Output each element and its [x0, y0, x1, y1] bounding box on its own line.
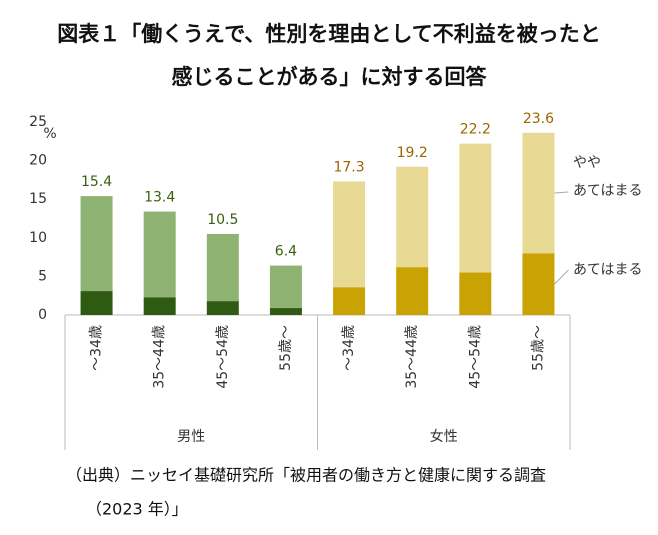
y-tick-label: 15	[29, 191, 47, 207]
legend-label: あてはまる	[573, 262, 642, 278]
x-tick-label: 55歳〜	[530, 325, 546, 371]
y-tick-label: 25	[29, 114, 47, 130]
total-label: 13.4	[144, 190, 175, 206]
total-label: 17.3	[333, 159, 364, 175]
x-tick-label: 45〜54歳	[215, 325, 231, 389]
bar-segment	[269, 265, 302, 309]
bar-segment	[269, 308, 302, 315]
bar-segment	[522, 132, 555, 254]
bar-segment	[396, 267, 429, 315]
chart-title: 図表１「働くうえで、性別を理由として不利益を被ったと	[57, 22, 600, 46]
total-label: 23.6	[523, 111, 554, 127]
total-label: 22.2	[460, 122, 491, 138]
legend-label: ややあてはまる	[573, 155, 642, 199]
total-label: 19.2	[397, 145, 428, 161]
group-label: 女性	[430, 428, 458, 445]
bar-segment	[80, 196, 113, 292]
x-tick-label: 35〜44歳	[152, 325, 168, 389]
source: （出典）ニッセイ基礎研究所「被用者の働き方と健康に関する調査	[66, 466, 546, 485]
bar-segment	[143, 211, 176, 298]
bar-segment	[206, 301, 239, 315]
bar-segment	[206, 233, 239, 302]
x-tick-label: 45〜54歳	[467, 325, 483, 389]
total-label: 6.4	[275, 244, 297, 260]
source: （2023 年）」	[86, 500, 188, 519]
x-tick-label: 〜34歳	[89, 325, 105, 371]
bar-segment	[396, 166, 429, 268]
y-tick-label: 5	[38, 268, 47, 284]
group-label: 男性	[177, 429, 205, 445]
bar-segment	[333, 181, 366, 288]
total-label: 15.4	[81, 174, 112, 190]
y-tick-label: 10	[29, 230, 47, 246]
y-tick-label: 0	[38, 307, 47, 323]
y-tick-label: 20	[29, 153, 47, 169]
legend-leader	[554, 269, 569, 285]
bar-segment	[459, 272, 492, 315]
bar-segment	[522, 253, 555, 315]
y-unit: %	[43, 126, 56, 142]
bar-segment	[143, 297, 176, 315]
bar-segment	[80, 291, 113, 315]
chart-title: 感じることがある」に対する回答	[172, 65, 488, 89]
bar-segment	[459, 143, 492, 273]
total-label: 10.5	[207, 212, 238, 228]
x-tick-label: 35〜44歳	[404, 325, 420, 389]
x-tick-label: 〜34歳	[341, 325, 357, 371]
legend-leader	[554, 191, 569, 194]
bar-segment	[333, 287, 366, 315]
x-tick-label: 55歳〜	[278, 325, 294, 371]
